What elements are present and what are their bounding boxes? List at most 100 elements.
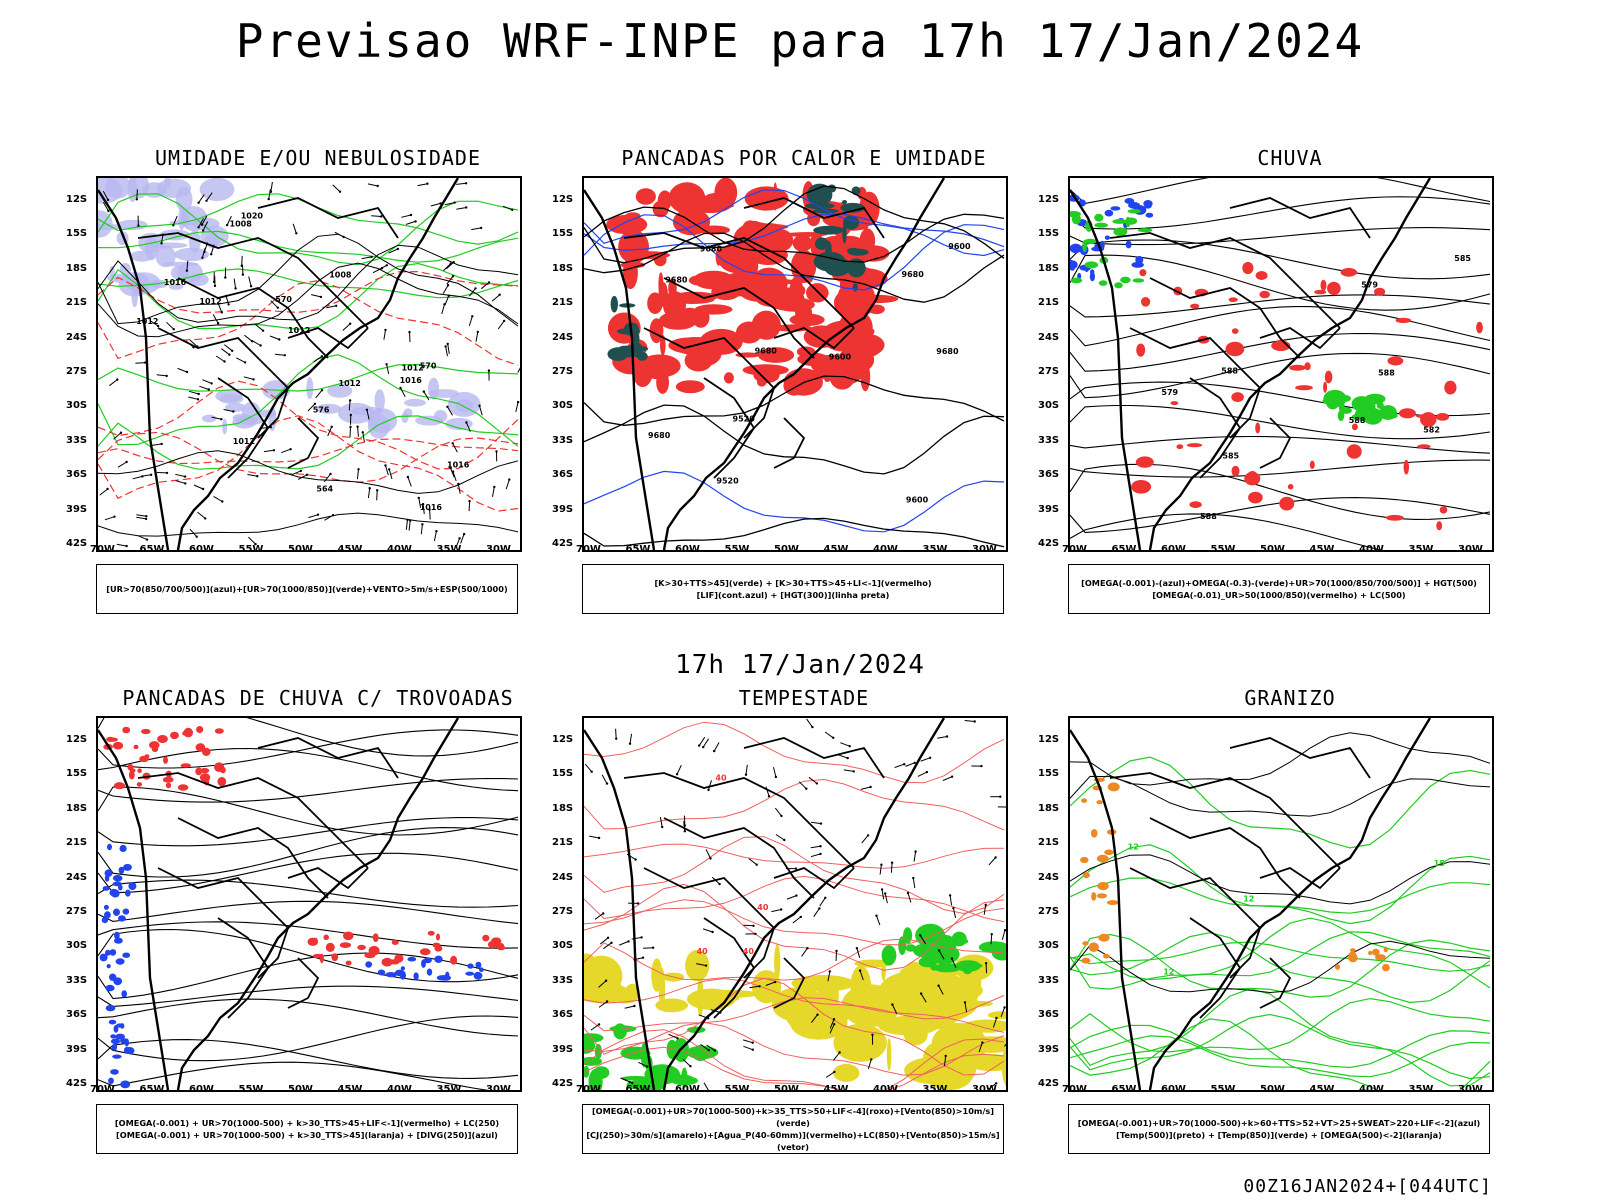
wind-vector [193,484,204,490]
wind-vector [149,319,159,327]
wind-vector-head [256,475,259,478]
longitude-label: 55W [1210,1084,1236,1095]
wind-vector-head [891,1003,894,1006]
latitude-label: 36S [66,469,88,481]
wind-vector-head [928,756,932,759]
contour-line [1070,756,1491,849]
wind-vector [357,426,359,437]
wind-vector-head [852,770,855,773]
field-shading [1097,882,1109,891]
field-shading [117,219,148,231]
wind-vector-head [676,1037,679,1040]
wind-vector-head [119,431,123,434]
forecast-map: 40 40 40 40 [582,716,1008,1092]
contour-label: 9680 [665,275,688,284]
wind-vector [619,940,629,946]
wind-vector-head [641,956,645,959]
wind-vector [254,324,264,332]
wind-vector-head [201,256,204,259]
field-shading [1176,444,1184,450]
field-shading [1190,303,1200,309]
field-shading [439,975,452,981]
streamline [1070,306,1491,347]
field-shading [1112,219,1127,224]
forecast-map: 588 588 588 585 582 579 579 585 588 [1068,176,1494,552]
field-shading [99,953,108,962]
wind-vector-head [156,324,160,328]
wind-vector [109,379,118,387]
longitude-label: 40W [1359,1084,1384,1095]
wind-vector-head [819,852,822,856]
longitude-label: 60W [675,1084,700,1095]
field-shading [112,1054,122,1059]
wind-vector [698,736,706,746]
field-shading [1289,364,1306,371]
field-shading [241,401,261,424]
wind-vector [198,194,205,203]
wind-vector [879,864,882,875]
wind-vector [444,295,450,306]
latitude-label: 30S [66,940,88,952]
field-shading [368,945,380,956]
wind-vector [668,1033,678,1039]
wind-vector [659,817,663,828]
field-shading [428,389,460,398]
field-shading [413,972,419,980]
wind-vector [241,255,243,266]
contour-label: 1012 [136,317,158,326]
wind-vector [274,353,285,356]
field-shading [852,283,858,292]
contour-line [1070,732,1491,786]
contour-line [584,883,1005,971]
field-shading [1383,946,1388,953]
wind-vector [367,488,371,499]
contour-label: 579 [1161,388,1178,397]
field-shading [123,863,132,871]
field-shading [196,726,204,733]
wind-vector-head [165,471,169,475]
field-shading [200,225,229,247]
wind-vector-head [210,253,213,256]
contour-line [584,938,1005,981]
latitude-label: 42S [66,1078,88,1089]
wind-vector-head [213,284,217,288]
field-shading [1368,950,1373,956]
latitude-label: 42S [1038,538,1060,549]
wind-vector-head [380,215,383,218]
streamline [98,1039,519,1079]
wind-vector-head [875,914,878,917]
field-shading [1081,957,1091,964]
contour-line [584,1029,1005,1090]
wind-vector-head [396,247,400,251]
field-shading [944,1043,966,1080]
wind-vector-head [106,198,110,202]
field-shading [1139,269,1147,277]
field-shading [842,200,847,205]
wind-vector [99,488,108,496]
field-shading [692,307,710,328]
wind-vector-head [919,934,922,937]
wind-vector-head [805,787,808,790]
wind-vector-head [349,322,352,325]
wind-vector [983,904,987,915]
wind-vector-head [913,761,916,764]
field-shading [805,202,835,210]
contour-label: 1008 [329,270,352,279]
wind-vector-head [458,537,461,540]
latitude-label: 39S [1038,1043,1060,1055]
wind-vector-head [683,830,686,833]
country-borders [1109,197,1371,479]
field-shading [1339,407,1352,414]
wind-vector-head [446,405,449,408]
field-shading [606,214,648,235]
wind-vector-head [478,404,481,407]
contour-line [98,279,519,366]
field-shading [813,208,839,214]
wind-vector-head [225,223,229,227]
wind-vector-head [835,949,838,953]
wind-vector-head [794,867,798,870]
field-shading [1089,271,1095,282]
wind-vector [491,294,501,302]
wind-vector [891,1004,898,1014]
field-shading [658,282,668,307]
